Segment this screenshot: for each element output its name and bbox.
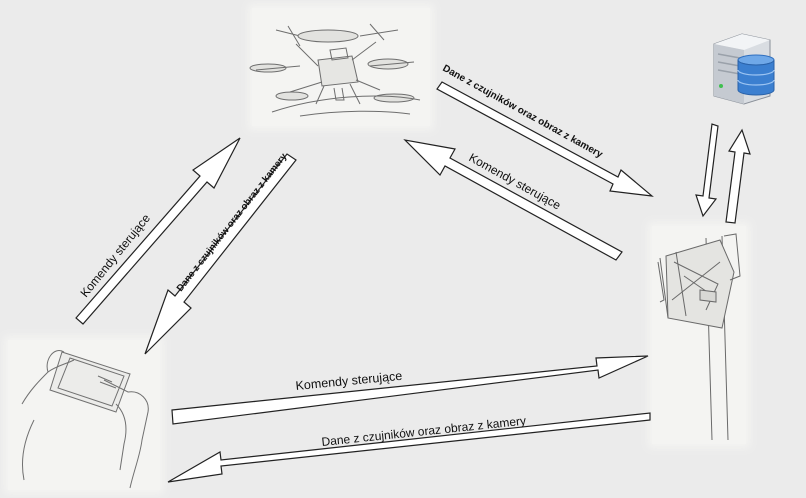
label-drone-to-phone: Dane z czujników oraz obraz z kamery [175,151,290,294]
server-icon [713,33,775,105]
arrow-phone-to-drone [75,137,241,325]
arrow-drone-to-phone [144,153,297,355]
tablet-hands-sketch [21,350,149,489]
arrow-server-to-tower [695,123,719,218]
tower-sketch [657,233,741,441]
drone-sketch [249,23,421,117]
arrow-tower-to-drone [403,139,623,261]
arrow-drone-to-tower [436,81,654,197]
arrow-tower-to-server [725,128,751,224]
label-drone-to-tower: Dane z czujników oraz obraz z kamery [441,63,605,161]
arrow-phone-to-tower [171,355,649,425]
arrow-tower-to-phone [167,412,651,483]
